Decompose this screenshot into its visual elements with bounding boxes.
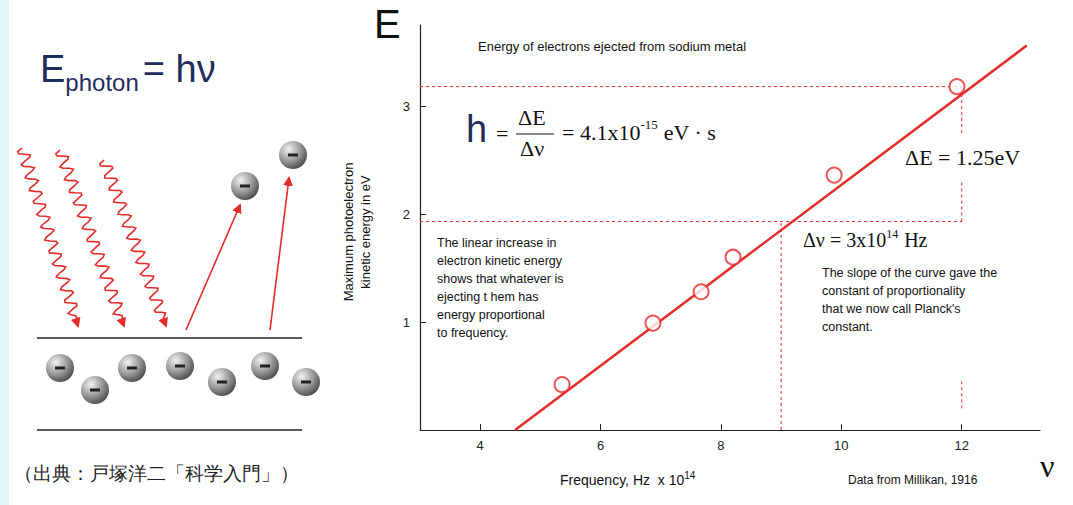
svg-text:shows that whatever is: shows that whatever is [437, 272, 563, 286]
svg-text:that we now call Planck's: that we now call Planck's [822, 302, 961, 316]
svg-text:Data from Millikan, 1916: Data from Millikan, 1916 [848, 473, 978, 487]
svg-text:3: 3 [403, 99, 410, 114]
svg-text:electron kinetic energy: electron kinetic energy [437, 254, 563, 268]
svg-text:=: = [496, 121, 508, 146]
svg-text:ν: ν [1040, 448, 1054, 484]
svg-text:14: 14 [886, 227, 898, 241]
svg-text:（出典：戸塚洋二「科学入門」）: （出典：戸塚洋二「科学入門」） [14, 463, 299, 484]
svg-text:6: 6 [597, 438, 604, 453]
svg-text:4: 4 [477, 438, 484, 453]
svg-text:10: 10 [834, 438, 848, 453]
svg-text:14: 14 [684, 470, 696, 481]
svg-text:Energy of electrons ejected fr: Energy of electrons ejected from sodium … [478, 39, 746, 54]
svg-text:E: E [374, 2, 401, 46]
svg-text:-15: -15 [640, 117, 657, 132]
svg-text:constant.: constant. [822, 320, 873, 334]
svg-text:kinetic energy in eV: kinetic energy in eV [358, 175, 373, 289]
svg-text:The linear increase in: The linear increase in [437, 236, 557, 250]
svg-text:eV · s: eV · s [664, 120, 716, 145]
svg-text:The slope of the curve gave th: The slope of the curve gave the [822, 266, 997, 280]
svg-text:to frequency.: to frequency. [437, 326, 508, 340]
svg-text:12: 12 [955, 438, 969, 453]
svg-text:Ephoton= hν: Ephoton= hν [40, 48, 216, 96]
svg-text:ΔE: ΔE [518, 105, 546, 130]
svg-text:ejecting t hem has: ejecting t hem has [437, 290, 538, 304]
svg-text:= 4.1x10: = 4.1x10 [562, 120, 640, 145]
svg-text:energy proportional: energy proportional [437, 308, 545, 322]
svg-text:Δν: Δν [520, 136, 544, 161]
svg-text:h: h [466, 108, 487, 150]
svg-text:Frequency, Hz x 10: Frequency, Hz x 10 [560, 472, 684, 488]
svg-text:Δν = 3x10: Δν = 3x10 [803, 229, 886, 251]
svg-text:8: 8 [717, 438, 724, 453]
svg-text:2: 2 [403, 207, 410, 222]
svg-text:Hz: Hz [904, 229, 927, 251]
svg-text:ΔE = 1.25eV: ΔE = 1.25eV [905, 145, 1020, 170]
svg-text:constant of proportionality: constant of proportionality [822, 284, 966, 298]
svg-text:1: 1 [403, 315, 410, 330]
svg-text:Maximum photoelectron: Maximum photoelectron [341, 163, 356, 302]
